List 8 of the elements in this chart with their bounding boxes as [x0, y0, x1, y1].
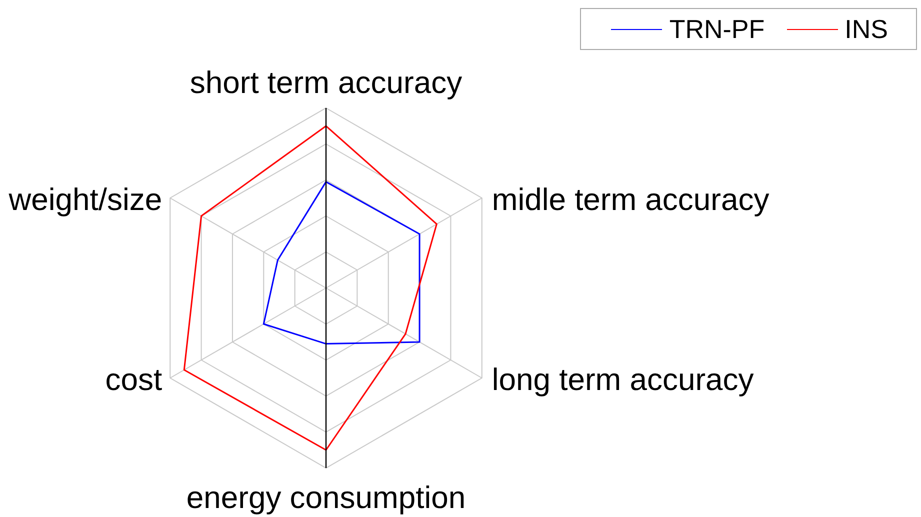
spoke-label: weight/size [8, 182, 162, 217]
spoke-label: energy consumption [186, 480, 466, 515]
spoke-label: long term accuracy [492, 362, 754, 397]
legend-label: TRN-PF [669, 14, 765, 44]
spoke-label: short term accuracy [190, 65, 463, 100]
legend-label: INS [844, 14, 888, 44]
spoke-label: midle term accuracy [492, 182, 770, 217]
spoke-label: cost [105, 362, 162, 397]
